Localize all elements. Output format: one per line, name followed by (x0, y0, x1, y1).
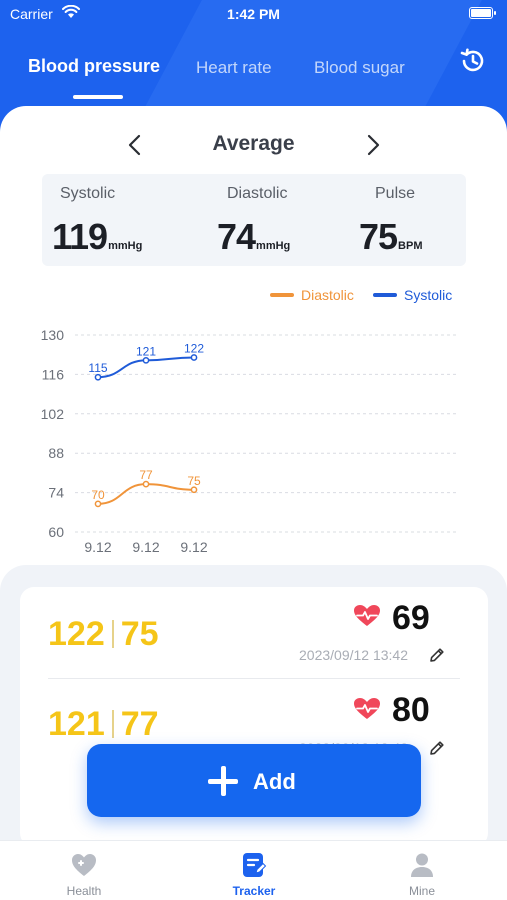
nav-item-mine[interactable]: Mine (362, 841, 482, 900)
nav-item-health[interactable]: Health (24, 841, 144, 900)
bottom-navigation: Health Tracker Mine (0, 840, 507, 900)
heart-pulse-icon (354, 698, 380, 719)
nav-label-mine: Mine (408, 884, 435, 898)
carrier-label: Carrier (10, 6, 53, 22)
plus-icon (208, 766, 238, 796)
nav-label-tracker: Tracker (232, 884, 276, 898)
record-diastolic: 75 (120, 615, 159, 653)
chevron-right-icon[interactable] (360, 132, 386, 158)
heart-pulse-icon (354, 605, 380, 626)
diastolic-unit: mmHg (256, 240, 291, 252)
record-bp-reading: 122 75 (48, 615, 159, 654)
record-systolic: 122 (48, 615, 105, 653)
tab-blood-sugar[interactable]: Blood sugar (314, 58, 405, 77)
record-pulse: 69 (392, 599, 430, 637)
record-separator (111, 620, 114, 648)
battery-icon (469, 7, 496, 19)
history-icon[interactable] (458, 46, 488, 76)
pulse-unit: BPM (398, 240, 423, 252)
status-bar: Carrier 1:42 PM (0, 0, 507, 28)
diastolic-value: 74mmHg (217, 216, 290, 258)
average-stats-panel: Systolic Diastolic Pulse 119mmHg 74mmHg … (42, 174, 466, 266)
systolic-label: Systolic (60, 185, 116, 202)
legend-swatch-systolic (373, 293, 397, 297)
legend-label-systolic: Systolic (404, 287, 453, 303)
health-icon (72, 854, 96, 876)
add-button-label: Add (253, 769, 296, 794)
tracker-icon (243, 853, 267, 877)
pencil-icon[interactable] (428, 739, 446, 757)
legend-label-diastolic: Diastolic (301, 287, 354, 303)
systolic-unit: mmHg (108, 240, 143, 252)
tab-blood-pressure[interactable]: Blood pressure (28, 56, 161, 76)
period-label: Average (212, 132, 295, 155)
record-pulse: 80 (392, 691, 430, 729)
record-systolic: 121 (48, 705, 105, 743)
wifi-icon (62, 5, 80, 18)
legend-swatch-diastolic (270, 293, 294, 297)
add-record-button[interactable]: Add (87, 744, 421, 817)
legend-item-systolic: Systolic (373, 287, 463, 303)
record-separator (111, 710, 114, 738)
record-datetime: 2023/09/12 13:42 (299, 647, 408, 663)
nav-label-health: Health (66, 884, 102, 898)
pulse-label: Pulse (375, 185, 416, 202)
chevron-left-icon[interactable] (122, 132, 148, 158)
record-diastolic: 77 (120, 705, 159, 743)
record-bp-reading: 121 77 (48, 705, 159, 744)
clock: 1:42 PM (227, 6, 280, 22)
diastolic-number: 74 (217, 216, 256, 257)
record-divider (48, 678, 460, 679)
tab-bar: Blood pressure Heart rate Blood sugar (0, 56, 507, 86)
person-icon (411, 853, 433, 877)
systolic-value: 119mmHg (52, 216, 142, 258)
nav-item-tracker[interactable]: Tracker (194, 841, 314, 900)
pulse-value: 75BPM (359, 216, 423, 258)
systolic-number: 119 (52, 216, 108, 257)
legend-item-diastolic: Diastolic (270, 287, 365, 303)
pulse-number: 75 (359, 216, 398, 257)
pencil-icon[interactable] (428, 646, 446, 664)
active-tab-indicator (73, 95, 123, 99)
period-navigator: Average (0, 128, 507, 162)
record-item[interactable]: 122 75 69 2023/09/12 13:42 (20, 587, 488, 679)
diastolic-label: Diastolic (227, 185, 288, 202)
tab-heart-rate[interactable]: Heart rate (196, 58, 272, 77)
